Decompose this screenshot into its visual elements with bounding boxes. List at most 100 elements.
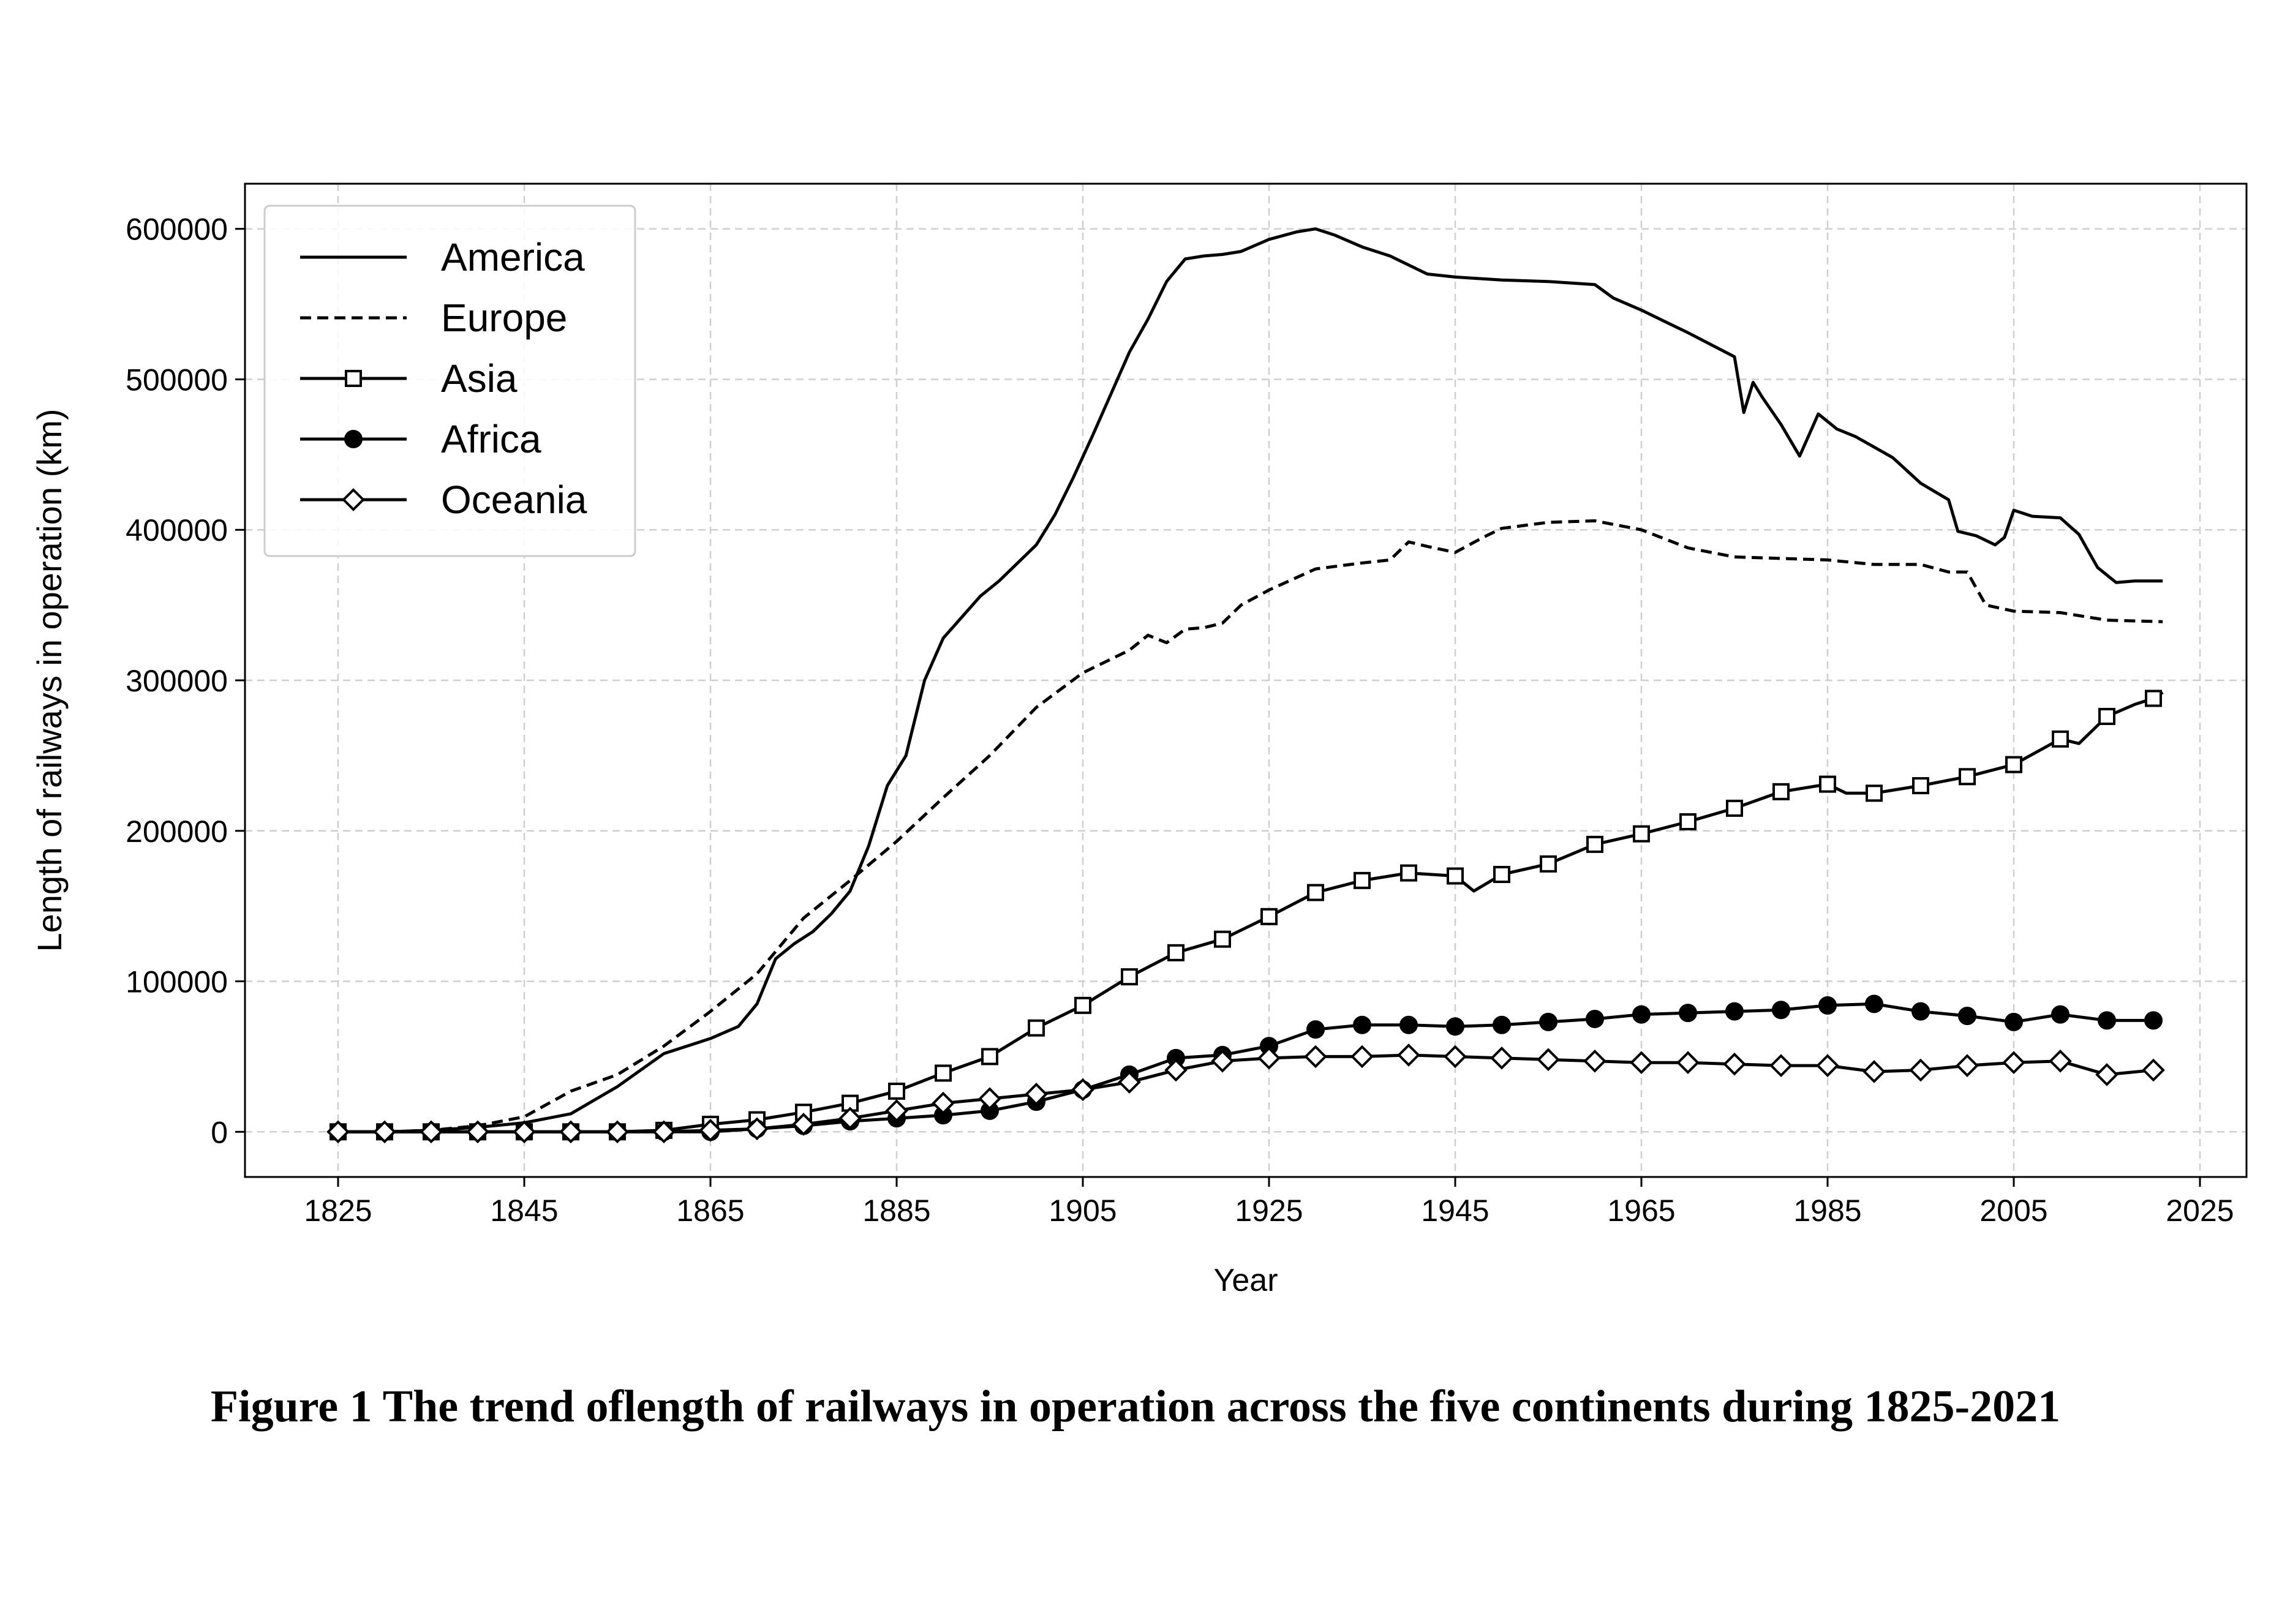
data-point-oceania [2095, 1063, 2118, 1086]
data-point-oceania [2002, 1051, 2025, 1075]
data-point-asia [1214, 930, 1231, 948]
data-point-oceania [513, 1120, 536, 1144]
data-point-asia [1167, 944, 1184, 961]
y-axis-label: Length of railways in operation (km) [30, 408, 69, 952]
data-point-asia [2052, 730, 2069, 748]
data-point-oceania [420, 1120, 443, 1144]
axis-ticks: 1825 1845 1865 1885 1905 1925 1945 1965 1985 2005… [126, 212, 2234, 1228]
data-point-asia [1447, 867, 1464, 885]
series-line-oceania [338, 1053, 2154, 1133]
data-point-oceania [745, 1117, 769, 1141]
y-tick-label: 200000 [126, 814, 228, 849]
data-point-africa [1493, 1015, 1511, 1034]
data-point-asia [1121, 968, 1138, 986]
data-point-oceania [1909, 1058, 1932, 1082]
data-point-oceania [1350, 1045, 1374, 1069]
x-tick-label: 1825 [304, 1194, 372, 1228]
data-point-africa [2005, 1012, 2023, 1031]
data-point-asia [2005, 756, 2022, 773]
x-tick-label: 1865 [676, 1194, 744, 1228]
data-point-oceania [1211, 1049, 1234, 1073]
data-point-oceania [1816, 1054, 1839, 1077]
data-point-africa [1958, 1007, 1976, 1026]
data-point-asia [1959, 768, 1976, 786]
data-point-africa [1725, 1002, 1744, 1021]
data-point-asia [2145, 690, 2162, 707]
data-point-asia [1726, 799, 1743, 817]
data-point-asia [2098, 707, 2115, 725]
series-line-asia [338, 691, 2164, 1133]
data-point-oceania [1537, 1048, 1560, 1072]
data-point-africa [1632, 1005, 1651, 1024]
legend-marker-asia [345, 370, 362, 387]
data-point-oceania [606, 1120, 629, 1144]
legend-label-asia: Asia [441, 356, 518, 400]
data-point-asia [1074, 996, 1091, 1014]
legend-marker-oceania [342, 488, 365, 511]
data-point-asia [1540, 855, 1557, 873]
series-lines [338, 227, 2164, 1133]
x-tick-label: 1965 [1607, 1194, 1675, 1228]
data-point-asia [1354, 871, 1371, 889]
data-point-oceania [1583, 1049, 1606, 1073]
x-tick-label: 1845 [490, 1194, 558, 1228]
data-point-asia [1819, 775, 1836, 793]
data-point-asia [1586, 835, 1603, 853]
x-tick-label: 1905 [1049, 1194, 1117, 1228]
legend-label-oceania: Oceania [441, 478, 587, 522]
data-point-oceania [1164, 1058, 1188, 1082]
data-point-oceania [1257, 1047, 1281, 1070]
data-point-oceania [559, 1120, 582, 1144]
legend-item-asia: Asia [300, 356, 518, 400]
data-point-africa [1539, 1012, 1557, 1031]
data-point-oceania [1397, 1043, 1420, 1067]
legend: America Europe Asia Africa Oceania [263, 205, 636, 557]
legend-box [263, 205, 636, 557]
data-point-africa [2098, 1011, 2116, 1030]
data-point-africa [1446, 1017, 1464, 1036]
data-point-asia [1400, 864, 1417, 882]
data-point-asia [1493, 866, 1510, 884]
data-point-oceania [1956, 1054, 1979, 1077]
data-point-asia [888, 1082, 905, 1100]
data-point-africa [1865, 994, 1883, 1013]
legend-label-america: America [441, 235, 585, 279]
data-point-asia [935, 1064, 952, 1082]
x-tick-label: 2025 [2166, 1194, 2234, 1228]
legend-items: America Europe Asia Africa Oceania [300, 235, 587, 522]
data-point-oceania [1118, 1070, 1141, 1094]
data-point-oceania [1769, 1054, 1793, 1077]
data-point-asia [1912, 777, 1929, 795]
data-point-oceania [885, 1099, 908, 1122]
legend-label-africa: Africa [441, 417, 541, 461]
series-line-europe [338, 519, 2163, 1133]
data-point-asia [1307, 884, 1324, 901]
y-tick-label: 600000 [126, 212, 228, 247]
data-point-oceania [1723, 1052, 1746, 1076]
data-point-oceania [1071, 1078, 1094, 1102]
data-point-asia [1633, 825, 1650, 843]
data-point-oceania [699, 1118, 722, 1142]
data-point-africa [1818, 996, 1837, 1015]
legend-marker-africa [344, 430, 363, 448]
data-point-oceania [838, 1107, 862, 1130]
legend-item-europe: Europe [300, 296, 567, 340]
legend-item-oceania: Oceania [300, 478, 587, 522]
x-axis-label: Year [1213, 1263, 1278, 1298]
data-point-oceania [1862, 1060, 1886, 1083]
data-point-africa [1586, 1009, 1604, 1028]
data-point-oceania [2049, 1049, 2072, 1073]
data-point-oceania [792, 1113, 815, 1136]
data-point-africa [2144, 1011, 2163, 1030]
x-tick-label: 1985 [1793, 1194, 1861, 1228]
data-point-africa [1911, 1002, 1930, 1021]
data-point-africa [1353, 1015, 1371, 1034]
data-point-oceania [652, 1120, 676, 1144]
legend-item-america: America [300, 235, 585, 279]
data-point-asia [981, 1048, 998, 1066]
x-tick-label: 1885 [862, 1194, 930, 1228]
data-point-oceania [1490, 1047, 1513, 1070]
legend-label-europe: Europe [441, 296, 567, 340]
